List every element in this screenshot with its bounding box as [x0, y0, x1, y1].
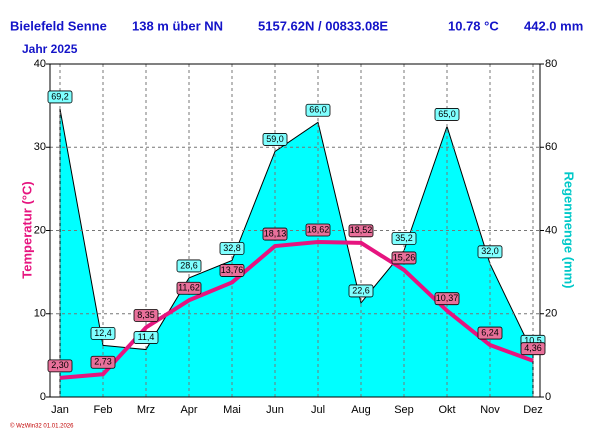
precip-value-label: 28,6 — [180, 260, 198, 270]
temp-value-label: 2,73 — [94, 357, 112, 367]
y-tick-label: 40 — [34, 58, 46, 70]
x-tick-label: Dez — [523, 404, 543, 416]
temp-label-box — [47, 359, 73, 373]
x-tick-label: Jun — [266, 404, 284, 416]
x-tick-label: Okt — [438, 404, 455, 416]
y2-tick-label: 0 — [545, 391, 551, 403]
precip-label-box — [391, 232, 417, 245]
precip-label-box — [477, 245, 503, 259]
precip-value-label: 65,0 — [438, 109, 456, 119]
y-tick-label: 0 — [40, 391, 46, 403]
temp-label-box — [520, 342, 546, 356]
y2-tick-label: 60 — [545, 141, 557, 153]
x-tick-label: Aug — [351, 404, 371, 416]
precip-label-box — [176, 259, 202, 273]
x-tick-label: Mrz — [137, 404, 155, 416]
precipitation-area — [59, 108, 534, 398]
temp-label-box — [434, 292, 460, 306]
total-precipitation: 442.0 mm — [524, 18, 583, 33]
precip-label-box — [262, 133, 288, 146]
y2-tick-label: 80 — [545, 58, 557, 70]
x-tick-label: Nov — [480, 404, 500, 416]
y-tick-label: 20 — [34, 224, 46, 236]
precip-value-label: 10,5 — [524, 336, 542, 346]
station: Bielefeld Senne — [10, 18, 107, 33]
footer: © WzWin32 01.01.2026 — [10, 423, 74, 430]
temp-value-label: 18,52 — [350, 225, 373, 235]
precip-value-label: 12,4 — [94, 328, 112, 338]
x-tick-label: Feb — [94, 404, 113, 416]
temp-label-box — [391, 251, 417, 265]
x-tick-label: Apr — [180, 404, 197, 416]
precip-value-label: 32,0 — [481, 246, 499, 256]
y-axis-title: Temperatur (°C) — [19, 181, 34, 278]
temp-label-box — [262, 227, 288, 241]
year: Jahr 2025 — [22, 42, 78, 56]
temp-value-label: 18,62 — [307, 224, 330, 234]
temp-label-box — [477, 326, 503, 340]
precip-label-box — [133, 331, 159, 344]
precip-value-label: 11,4 — [138, 332, 155, 342]
temp-value-label: 13,76 — [221, 265, 244, 275]
precip-label-box — [348, 284, 374, 298]
mean-temperature: 10.78 °C — [448, 18, 499, 33]
x-tick-label: Mai — [223, 404, 241, 416]
coordinates: 5157.62N / 00833.08E — [258, 18, 388, 33]
precip-value-label: 22,6 — [352, 285, 370, 295]
precip-label-box — [219, 242, 245, 255]
x-tick-label: Jan — [51, 404, 69, 416]
y2-tick-label: 20 — [545, 308, 557, 320]
temp-value-label: 6,24 — [481, 327, 499, 337]
temp-label-box — [305, 223, 331, 237]
temp-value-label: 18,13 — [264, 228, 287, 238]
y-tick-label: 30 — [34, 141, 46, 153]
temp-value-label: 4,36 — [524, 343, 542, 353]
precip-label-box — [90, 326, 116, 340]
temp-label-box — [219, 264, 245, 277]
temp-value-label: 11,62 — [178, 283, 200, 293]
precip-value-label: 69,2 — [51, 91, 69, 101]
precip-label-box — [47, 90, 73, 104]
x-tick-label: Sep — [394, 404, 414, 416]
temp-value-label: 10,37 — [436, 293, 459, 303]
precip-value-label: 66,0 — [309, 105, 327, 115]
temp-value-label: 15,26 — [393, 252, 416, 262]
precip-value-label: 59,0 — [266, 134, 284, 144]
temp-value-label: 8,35 — [137, 310, 155, 320]
precip-value-label: 32,8 — [223, 243, 241, 253]
elevation: 138 m über NN — [132, 18, 223, 33]
y2-axis-title: Regenmenge (mm) — [562, 171, 577, 288]
temp-label-box — [348, 224, 374, 238]
temp-label-box — [90, 355, 116, 369]
temp-value-label: 2,30 — [51, 360, 69, 370]
y2-tick-label: 40 — [545, 224, 557, 236]
x-tick-label: Jul — [311, 404, 325, 416]
y-tick-label: 10 — [34, 308, 46, 320]
precip-label-box — [434, 108, 460, 121]
temp-label-box — [133, 309, 159, 322]
temp-label-box — [176, 281, 202, 295]
precip-value-label: 35,2 — [395, 233, 413, 243]
precip-label-box — [305, 103, 331, 117]
